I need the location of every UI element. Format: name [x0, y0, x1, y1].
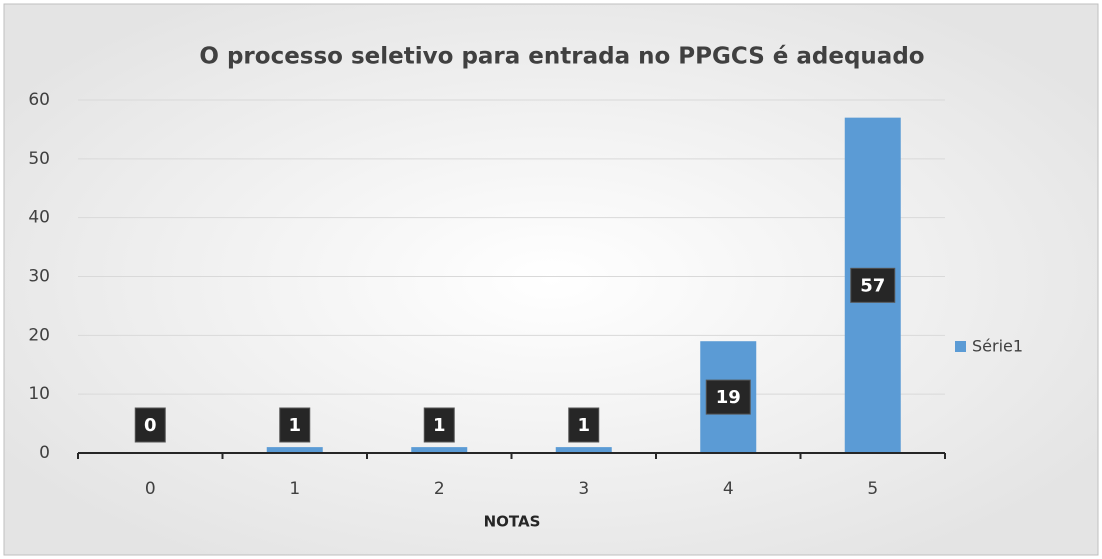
x-tick-label: 4: [723, 479, 734, 499]
data-label: 19: [716, 387, 741, 408]
x-tick-label: 1: [289, 479, 300, 499]
y-tick-label: 10: [28, 384, 50, 404]
legend-label: Série1: [972, 337, 1023, 356]
bar: [411, 447, 468, 453]
data-label-box: [279, 407, 311, 443]
bar: [555, 447, 612, 453]
bar: [266, 447, 323, 453]
x-tick-label: 0: [145, 479, 156, 499]
data-label-box: [134, 407, 166, 443]
data-label-box: [705, 379, 751, 415]
data-label: 0: [144, 415, 157, 436]
chart-title: O processo seletivo para entrada no PPGC…: [199, 44, 924, 70]
data-label: 1: [288, 415, 301, 436]
x-tick-label: 5: [867, 479, 878, 499]
legend-swatch: [955, 341, 966, 352]
data-label: 57: [860, 275, 885, 296]
x-tick-label: 2: [434, 479, 445, 499]
data-label: 1: [433, 415, 446, 436]
y-tick-label: 30: [28, 267, 50, 287]
data-label-box: [423, 407, 455, 443]
x-tick-label: 3: [578, 479, 589, 499]
y-tick-label: 40: [28, 208, 50, 228]
data-label-box: [568, 407, 600, 443]
y-tick-label: 20: [28, 325, 50, 345]
data-label-box: [850, 267, 896, 303]
chart-background: [3, 3, 1099, 556]
data-label: 1: [577, 415, 590, 436]
y-tick-label: 50: [28, 149, 50, 169]
x-axis-title: NOTAS: [484, 513, 541, 531]
y-tick-label: 60: [28, 90, 50, 110]
y-tick-label: 0: [39, 443, 50, 463]
